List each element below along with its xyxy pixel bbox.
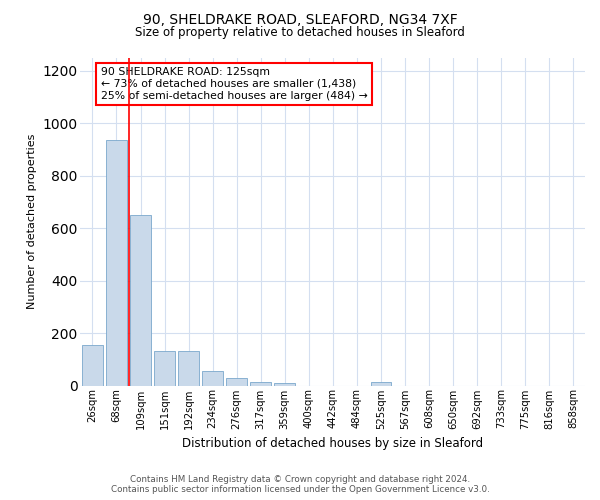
Bar: [154, 352, 175, 386]
Y-axis label: Number of detached properties: Number of detached properties: [27, 134, 37, 309]
Bar: [130, 215, 151, 386]
Text: Size of property relative to detached houses in Sleaford: Size of property relative to detached ho…: [135, 26, 465, 39]
Bar: [226, 378, 247, 386]
Bar: [106, 140, 127, 386]
Text: Contains HM Land Registry data © Crown copyright and database right 2024.
Contai: Contains HM Land Registry data © Crown c…: [110, 474, 490, 494]
Bar: [274, 383, 295, 386]
Bar: [178, 352, 199, 386]
Bar: [250, 382, 271, 386]
Bar: [202, 371, 223, 386]
Bar: [371, 382, 391, 386]
Text: 90 SHELDRAKE ROAD: 125sqm
← 73% of detached houses are smaller (1,438)
25% of se: 90 SHELDRAKE ROAD: 125sqm ← 73% of detac…: [101, 68, 367, 100]
X-axis label: Distribution of detached houses by size in Sleaford: Distribution of detached houses by size …: [182, 437, 483, 450]
Text: 90, SHELDRAKE ROAD, SLEAFORD, NG34 7XF: 90, SHELDRAKE ROAD, SLEAFORD, NG34 7XF: [143, 12, 457, 26]
Bar: [82, 345, 103, 386]
